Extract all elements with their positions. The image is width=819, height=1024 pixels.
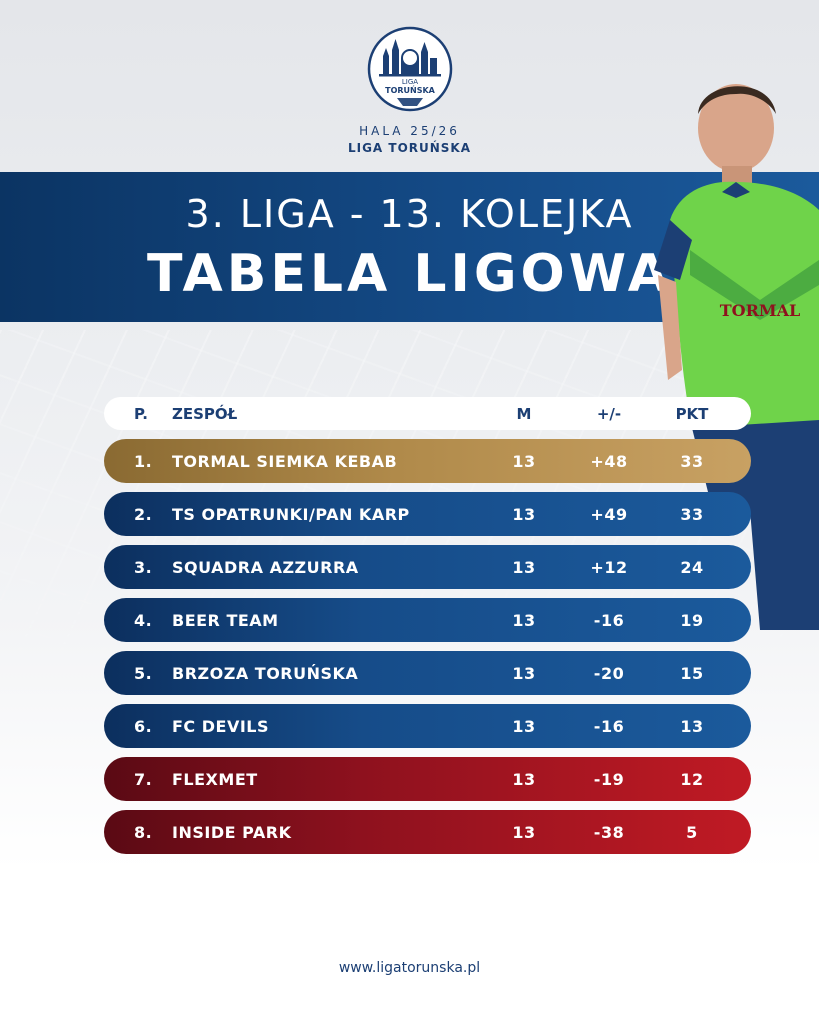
player-photo: TORMAL [654,84,819,630]
row-team: BRZOZA TORUŃSKA [172,663,359,683]
table-row: 6. FC DEVILS 13 -16 13 [104,704,751,748]
row-points: 12 [680,769,704,789]
table-row: 4. BEER TEAM 13 -16 19 [104,598,751,642]
row-goal-difference: +49 [590,504,628,524]
header-position: P. [134,404,148,423]
row-team: SQUADRA AZZURRA [172,557,359,577]
row-points: 5 [686,822,698,842]
row-points: 24 [680,557,704,577]
row-points: 33 [680,451,704,471]
logo-text-liga: LIGA [402,78,418,86]
logo-text-torunska: TORUŃSKA [385,84,436,95]
table-row: 8. INSIDE PARK 13 -38 5 [104,810,751,854]
row-team: TORMAL SIEMKA KEBAB [172,451,398,471]
liga-torunska-logo: LIGA TORUŃSKA [367,26,453,112]
header-team: ZESPÓŁ [172,404,238,423]
header-points: PKT [675,404,709,423]
table-row: 2. TS OPATRUNKI/PAN KARP 13 +49 33 [104,492,751,536]
table-header: P. ZESPÓŁ M +/- PKT [104,397,751,430]
row-matches: 13 [512,769,536,789]
row-goal-difference: -20 [593,663,625,683]
season-league-name: LIGA TORUŃSKA [347,141,472,155]
row-goal-difference: -16 [593,716,625,736]
row-points: 19 [680,610,704,630]
row-goal-difference: -19 [593,769,625,789]
row-points: 33 [680,504,704,524]
row-goal-difference: +12 [590,557,628,577]
row-matches: 13 [512,504,536,524]
row-team: TS OPATRUNKI/PAN KARP [172,504,410,524]
website-link[interactable]: www.ligatorunska.pl [338,960,481,976]
row-team: INSIDE PARK [172,822,292,842]
row-position: 7. [134,769,153,789]
row-position: 1. [134,451,153,471]
table-row: 3. SQUADRA AZZURRA 13 +12 24 [104,545,751,589]
header-goal-difference: +/- [596,404,622,423]
round-title: 3. LIGA - 13. KOLEJKA [185,192,634,236]
page-title: TABELA LIGOWA [147,244,672,304]
row-goal-difference: -16 [593,610,625,630]
row-team: FC DEVILS [172,716,270,736]
row-goal-difference: -38 [593,822,625,842]
row-team: FLEXMET [172,769,258,789]
row-position: 8. [134,822,153,842]
player-shirt-text: TORMAL [720,301,801,320]
row-position: 6. [134,716,153,736]
row-goal-difference: +48 [590,451,628,471]
row-points: 15 [680,663,704,683]
row-position: 5. [134,663,153,683]
header-matches: M [516,404,532,423]
row-position: 4. [134,610,153,630]
row-team: BEER TEAM [172,610,279,630]
row-points: 13 [680,716,704,736]
row-matches: 13 [512,610,536,630]
row-matches: 13 [512,716,536,736]
table-row: 1. TORMAL SIEMKA KEBAB 13 +48 33 [104,439,751,483]
row-position: 3. [134,557,153,577]
row-matches: 13 [512,451,536,471]
row-position: 2. [134,504,153,524]
table-row: 5. BRZOZA TORUŃSKA 13 -20 15 [104,651,751,695]
row-matches: 13 [512,663,536,683]
table-row: 7. FLEXMET 13 -19 12 [104,757,751,801]
row-matches: 13 [512,557,536,577]
row-matches: 13 [512,822,536,842]
season-line: HALA 25/26 [359,124,460,138]
